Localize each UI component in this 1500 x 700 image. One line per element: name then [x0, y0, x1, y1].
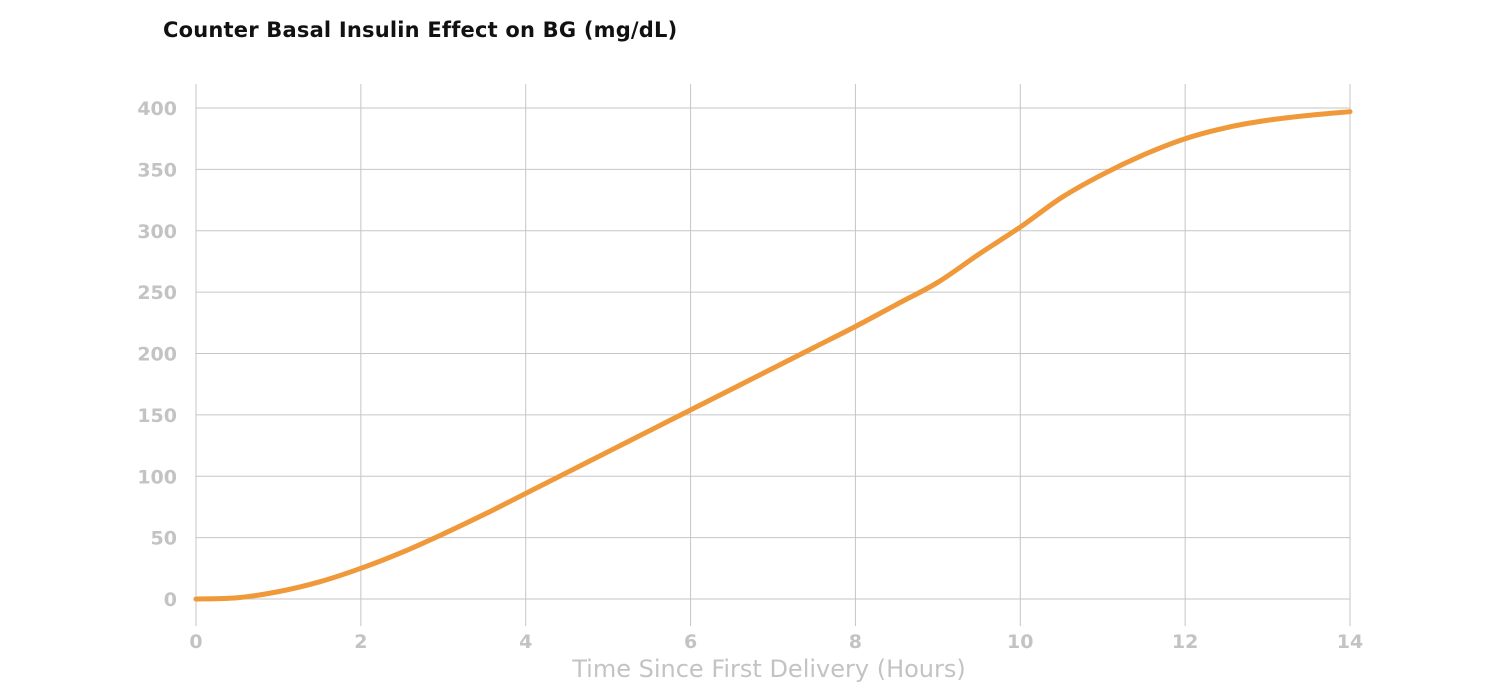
x-tick-label: 14: [1337, 631, 1363, 653]
series-layer: [193, 109, 1353, 602]
x-tick-label: 6: [684, 631, 697, 653]
x-tick-label: 2: [354, 631, 367, 653]
grid: [195, 84, 1351, 626]
y-tick-label: 250: [137, 282, 177, 304]
x-tick-label: 4: [519, 631, 532, 653]
x-tick-label: 10: [1007, 631, 1033, 653]
series-line: [193, 109, 1353, 602]
chart-title: Counter Basal Insulin Effect on BG (mg/d…: [163, 18, 678, 42]
x-tick-label: 12: [1172, 631, 1198, 653]
y-tick-label: 150: [137, 405, 177, 427]
tick-labels: 0 2 4 6 8 10 12 14 0 50 100 150 200 250 300 350 400: [137, 98, 1363, 653]
y-tick-label: 50: [151, 528, 177, 550]
y-tick-label: 0: [164, 589, 177, 611]
x-axis-title: Time Since First Delivery (Hours): [571, 655, 966, 683]
y-tick-label: 100: [137, 466, 177, 488]
y-tick-label: 350: [137, 159, 177, 181]
y-tick-label: 200: [137, 344, 177, 366]
x-tick-label: 0: [189, 631, 202, 653]
y-tick-label: 400: [137, 98, 177, 120]
y-tick-label: 300: [137, 221, 177, 243]
x-tick-label: 8: [849, 631, 862, 653]
